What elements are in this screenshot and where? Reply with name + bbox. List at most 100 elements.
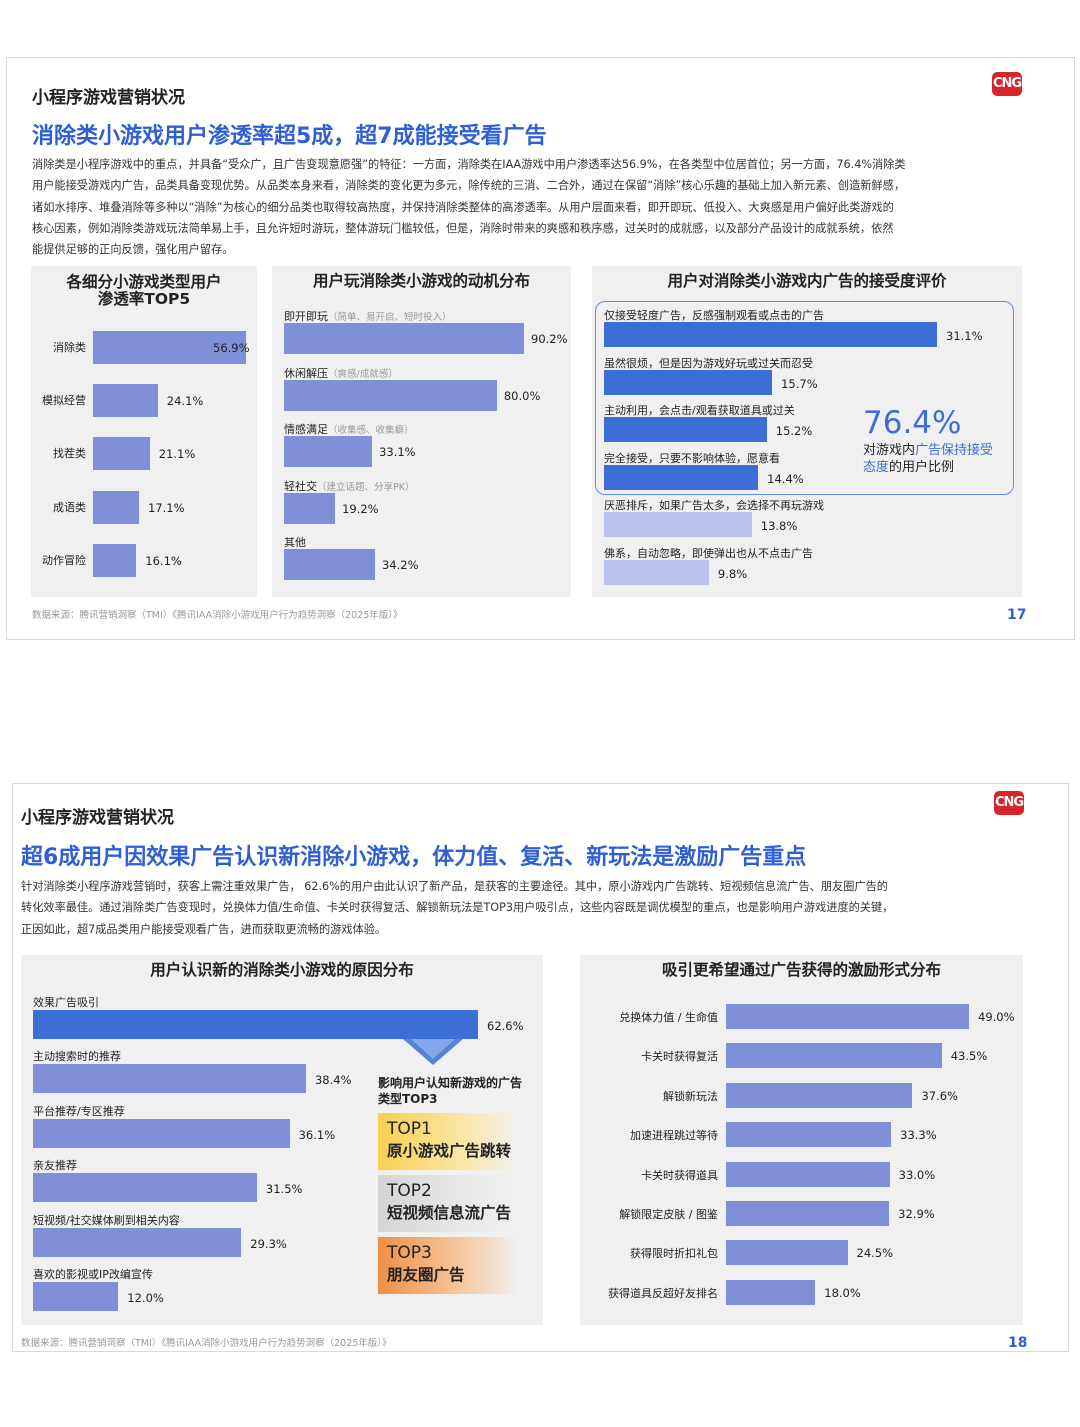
value-label: 9.8% — [717, 566, 748, 581]
category-label: 虽然很烦，但是因为游戏好玩或过关而忍受 — [604, 356, 813, 370]
chart-title: 吸引更希望通过广告获得的激励形式分布 — [661, 961, 941, 979]
category-label: 卡关时获得道具 — [641, 1168, 718, 1182]
value-label: 15.2% — [775, 424, 813, 438]
slide-18: 小程序游戏营销状况 CNG 超6成用户因效果广告认识新消除小游戏，体力值、复活、… — [12, 783, 1069, 1352]
chart-discovery-reasons: 用户认识新的消除类小游戏的原因分布 效果广告吸引 62.6% 主动搜索时的推荐 38.… — [21, 955, 543, 1325]
down-arrow-icon — [403, 1039, 463, 1065]
top3-box: TOP3 朋友圈广告 — [378, 1237, 518, 1294]
data-source: 数据来源：腾讯营销洞察（TMI）《腾讯IAA消除小游戏用户行为趋势洞察（2025… — [21, 1338, 392, 1349]
callout-desc: 对游戏内广告保持接受态度的用户比例 — [863, 442, 998, 476]
bar — [284, 379, 497, 411]
bar — [604, 369, 773, 395]
bar — [33, 1173, 257, 1203]
category-label: 模拟经营 — [42, 394, 86, 408]
value-label: 38.4% — [314, 1073, 352, 1088]
top3-title: 影响用户认知新游戏的广告类型TOP3 — [378, 1076, 523, 1106]
category-label: 亲友推荐 — [33, 1159, 77, 1173]
top2-name: 短视频信息流广告 — [387, 1204, 512, 1222]
category-label: 佛系，自动忽略，即使弹出也从不点击广告 — [604, 546, 813, 560]
bar — [284, 323, 524, 354]
value-label: 13.8% — [760, 519, 798, 533]
value-label: 62.6% — [487, 1019, 524, 1033]
value-label: 49.0% — [978, 1010, 1015, 1024]
body-line: 消除类是小程序游戏中的重点，并具备“受众广，且广告变现意愿强”的特征：一方面，消… — [32, 158, 906, 171]
section-title: 小程序游戏营销状况 — [32, 88, 185, 108]
value-label: 24.1% — [166, 394, 204, 409]
category-note: （建立话题、分享PK） — [317, 481, 415, 493]
value-label: 33.3% — [900, 1128, 937, 1143]
category-name: 轻社交 — [284, 479, 317, 493]
value-label: 33.0% — [898, 1167, 936, 1182]
category-label: 主动利用，会点击/观看获取道具或过关 — [604, 404, 795, 417]
value-label: 90.2% — [531, 332, 568, 346]
value-label: 15.7% — [781, 376, 818, 391]
bar — [33, 1227, 242, 1257]
body-line: 核心因素，例如消除类游戏玩法简单易上手，且允许短时游玩，整体游玩门槛较低，但是，… — [32, 221, 894, 235]
category-label: 厌恶排斥，如果广告太多，会选择不再玩游戏 — [604, 499, 824, 512]
value-label: 29.3% — [250, 1236, 287, 1251]
callout-text: 对游戏内 — [863, 443, 916, 458]
body-line: 正因如此，超7成品类用户能接受观看广告，进而获取更流畅的游戏体验。 — [21, 922, 387, 936]
category-label: 喜欢的影视或IP改编宣传 — [33, 1268, 153, 1281]
category-label: 兑换体力值 / 生命值 — [619, 1011, 718, 1024]
top1-box: TOP1 原小游戏广告跳转 — [378, 1113, 518, 1170]
category-note: （爽感/成就感） — [328, 368, 398, 380]
chart-title: 用户玩消除类小游戏的动机分布 — [312, 272, 530, 290]
category-name: 即开即玩 — [284, 310, 328, 323]
value-label: 12.0% — [127, 1291, 164, 1305]
category-label: 其他 — [284, 534, 306, 550]
category-name: 情感满足 — [284, 423, 328, 436]
category-label: 平台推荐/专区推荐 — [33, 1104, 125, 1118]
brand-logo: CNG — [994, 791, 1024, 815]
slide-headline: 超6成用户因效果广告认识新消除小游戏，体力值、复活、新玩法是激励广告重点 — [21, 845, 807, 870]
bar — [33, 1282, 119, 1311]
bar — [284, 549, 375, 580]
category-note: （简单、易开启、短时投入） — [328, 312, 452, 323]
bar — [93, 437, 150, 471]
category-label: 找茬类 — [53, 447, 86, 461]
bar — [604, 512, 752, 537]
body-line: 诸如水排序、堆叠消除等多种以“消除”为核心的细分品类也取得较高热度，并保持消除类… — [32, 200, 894, 214]
bar — [604, 417, 767, 442]
category-label: 完全接受，只要不影响体验，愿意看 — [604, 451, 780, 465]
category-label: 短视频/社交媒体刷到相关内容 — [33, 1213, 180, 1227]
bar — [726, 1240, 848, 1266]
category-note: （收集感、收集癖） — [328, 425, 414, 436]
top2-box: TOP2 短视频信息流广告 — [378, 1175, 518, 1232]
category-label: 解锁新玩法 — [663, 1089, 718, 1103]
bar — [284, 436, 373, 467]
bar — [93, 331, 246, 364]
value-label: 31.5% — [265, 1182, 303, 1197]
body-line: 能提供足够的正向反馈，强化用户留存。 — [32, 243, 234, 257]
value-label: 19.2% — [342, 501, 379, 516]
value-label: 14.4% — [767, 471, 804, 486]
highlight-box — [595, 301, 1014, 495]
value-label: 31.1% — [946, 329, 983, 343]
category-label: 卡关时获得复活 — [641, 1050, 718, 1064]
category-label: 效果广告吸引 — [33, 996, 99, 1009]
body-text: 针对消除类小程序游戏营销时，获客上需注重效果广告， 62.6%的用户由此认识了新… — [21, 876, 1051, 940]
top3-rank: TOP3 — [387, 1243, 432, 1263]
value-label: 33.1% — [379, 445, 416, 459]
category-label: 加速进程跳过等待 — [630, 1129, 718, 1143]
category-label: 轻社交（建立话题、分享PK） — [284, 478, 414, 494]
body-text: 消除类是小程序游戏中的重点，并具备“受众广，且广告变现意愿强”的特征：一方面，消… — [32, 154, 1052, 260]
chart-ad-acceptance: 用户对消除类小游戏内广告的接受度评价 仅接受轻度广告，反感强制观看或点击的广告 3… — [592, 266, 1022, 597]
value-label: 21.1% — [158, 447, 196, 462]
category-label: 消除类 — [53, 341, 86, 354]
value-label: 24.5% — [856, 1246, 894, 1261]
value-label: 43.5% — [950, 1049, 988, 1064]
category-name: 其他 — [284, 536, 306, 549]
slide-17: 小程序游戏营销状况 CNG 消除类小游戏用户渗透率超5成，超7成能接受看广告 消… — [6, 57, 1075, 640]
value-label: 80.0% — [503, 388, 541, 403]
value-label: 18.0% — [824, 1285, 861, 1300]
category-label: 获得道具反超好友排名 — [608, 1286, 718, 1300]
callout-value: 76.4% — [863, 405, 962, 441]
value-label: 32.9% — [898, 1207, 935, 1221]
category-label: 解锁限定皮肤 / 图鉴 — [619, 1208, 718, 1221]
chart-title: 各细分小游戏类型用户渗透率TOP5 — [66, 273, 222, 308]
category-label: 休闲解压（爽感/成就感） — [284, 365, 398, 381]
value-label: 16.1% — [145, 553, 182, 568]
top2-rank: TOP2 — [387, 1181, 432, 1201]
category-label: 成语类 — [53, 500, 86, 514]
